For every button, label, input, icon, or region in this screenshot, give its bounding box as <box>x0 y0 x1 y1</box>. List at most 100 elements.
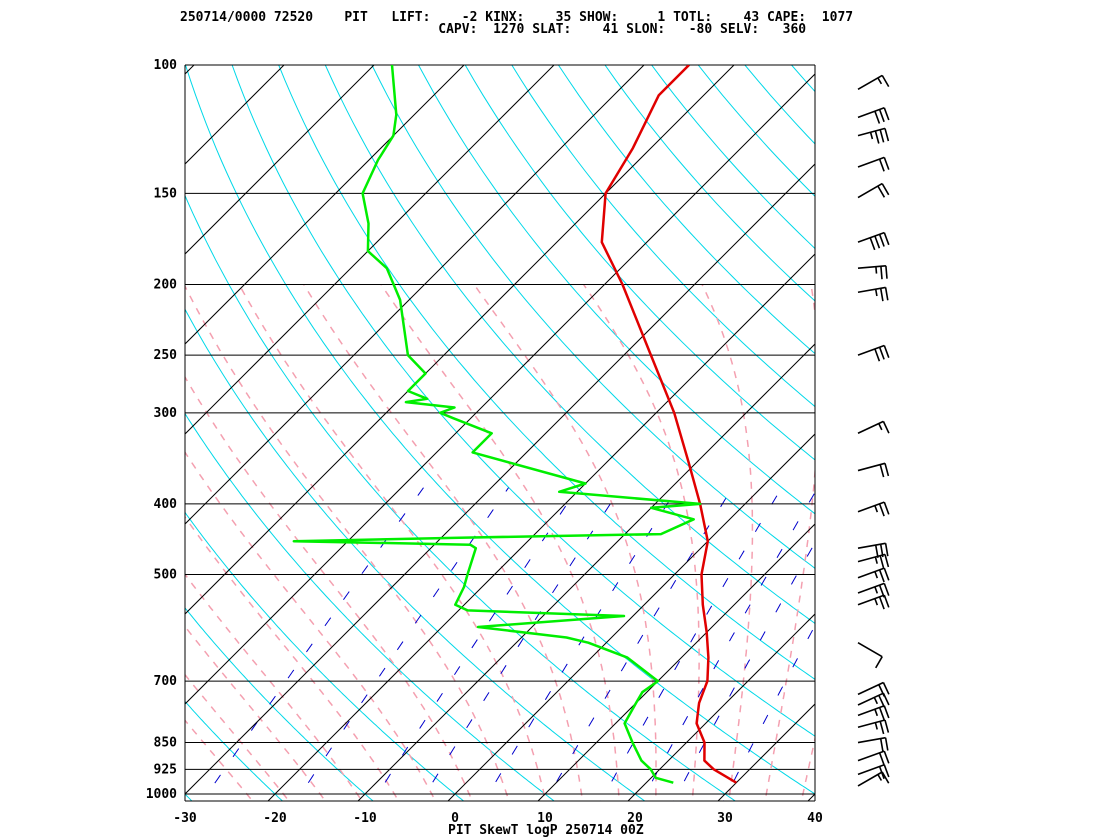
barb-flag <box>881 74 890 88</box>
barb-staff <box>857 74 883 91</box>
barb-flag <box>878 569 885 583</box>
wind-barb <box>857 501 890 517</box>
moist-adiabat <box>800 735 815 801</box>
isotherm <box>0 49 30 810</box>
isotherm <box>185 163 815 795</box>
barb-flag <box>883 594 890 608</box>
barb-flag <box>879 129 885 143</box>
barb-flag <box>881 771 890 784</box>
barb-flag <box>879 555 885 569</box>
barb-flag <box>878 596 885 610</box>
dry-adiabat <box>185 412 555 801</box>
mixing-ratio-line <box>723 624 815 801</box>
dry-adiabat <box>1099 49 1120 810</box>
isotherm <box>185 65 735 615</box>
wind-barb <box>857 771 890 787</box>
pressure-tick-label: 150 <box>154 186 178 201</box>
dry-adiabat <box>790 65 815 93</box>
moist-adiabat <box>185 673 290 801</box>
isotherm <box>185 65 285 165</box>
barb-flag <box>883 232 890 246</box>
isotherm <box>0 49 120 810</box>
isotherm <box>717 703 815 801</box>
moist-adiabat <box>764 284 815 801</box>
moist-adiabat <box>185 719 254 801</box>
barb-flag <box>881 183 890 196</box>
barb-flag <box>874 544 879 558</box>
pressure-tick-label: 500 <box>154 568 178 583</box>
isotherm <box>627 613 815 801</box>
wind-barbs <box>857 74 890 787</box>
temperature-tick-label: -20 <box>263 811 287 826</box>
isotherm <box>185 73 815 705</box>
dry-adiabats <box>185 49 1120 810</box>
barb-half-flag <box>869 132 874 140</box>
barb-flag <box>878 503 885 517</box>
wind-barb <box>857 231 890 251</box>
sounding-traces <box>292 65 737 784</box>
barb-flag <box>875 656 883 669</box>
barb-flag <box>878 158 885 172</box>
mixing-ratio-line <box>295 487 509 801</box>
barb-flag <box>883 501 890 515</box>
barb-staff <box>857 719 886 729</box>
barb-staff <box>857 641 883 658</box>
chart-footer-title: PIT SkewT logP 250714 00Z <box>448 823 644 838</box>
wind-barb <box>857 641 883 669</box>
barb-flag <box>879 738 884 752</box>
wind-barb <box>857 764 890 780</box>
moist-adiabat <box>701 284 754 801</box>
barb-staff <box>857 286 886 294</box>
isotherm <box>185 65 555 435</box>
barb-half-flag <box>874 598 879 606</box>
wind-barb <box>857 719 890 735</box>
barb-flag <box>878 234 885 247</box>
barb-flag <box>874 348 881 362</box>
barb-flag <box>883 567 890 581</box>
dry-adiabat <box>961 49 1120 810</box>
moist-adiabats <box>185 284 815 801</box>
dry-adiabat <box>278 65 815 680</box>
moist-adiabat <box>380 284 620 801</box>
barb-flag <box>882 421 890 434</box>
mixing-ratio-line <box>673 541 815 801</box>
barb-flag <box>884 287 889 301</box>
isotherm <box>185 65 645 525</box>
barb-flag <box>884 128 890 142</box>
temperature-tick-label: -30 <box>173 811 197 826</box>
barb-flag <box>883 345 890 358</box>
mixing-ratio-line <box>420 487 622 801</box>
barb-flag <box>874 110 881 124</box>
barb-half-flag <box>874 556 878 564</box>
wind-barb <box>857 681 890 697</box>
barb-flag <box>879 721 885 735</box>
barb-flag <box>878 766 885 780</box>
barb-half-flag <box>873 697 879 705</box>
barb-half-flag <box>874 288 878 297</box>
plot-frame <box>184 65 816 802</box>
wind-barb <box>857 107 890 124</box>
barb-flag <box>878 684 886 697</box>
barb-flag <box>878 346 885 360</box>
barb-staff <box>857 771 883 787</box>
wind-barb <box>857 567 890 583</box>
header-line-1: 250714/0000 72520 PIT LIFT: -2 KINX: 35 … <box>180 10 854 25</box>
moist-adiabat <box>238 284 547 801</box>
barb-flag <box>885 265 888 279</box>
moist-adiabat <box>185 573 363 801</box>
moist-adiabat <box>185 625 327 801</box>
wind-barb <box>857 156 890 172</box>
barb-staff <box>857 420 884 434</box>
temperature-tick-labels: -30 -20 -10 0 10 20 30 40 <box>173 811 823 826</box>
isotherm <box>185 65 465 345</box>
barb-flag <box>874 235 881 249</box>
barb-flag <box>883 107 890 121</box>
dry-adiabat <box>1053 49 1120 810</box>
wind-barb <box>857 462 890 478</box>
barb-half-flag <box>874 586 879 594</box>
barb-half-flag <box>874 708 879 717</box>
mixing-ratio-line <box>600 487 783 801</box>
barb-staff <box>857 736 886 744</box>
barb-flag <box>884 463 890 477</box>
dry-adiabat <box>185 65 815 795</box>
